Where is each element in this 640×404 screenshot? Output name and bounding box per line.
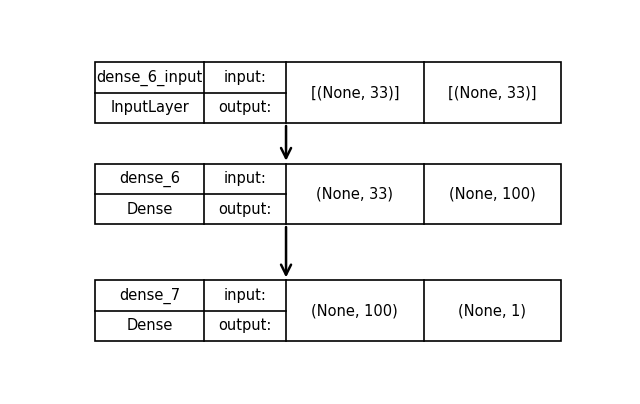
- Text: (None, 100): (None, 100): [449, 186, 536, 202]
- Text: input:: input:: [224, 70, 267, 85]
- Text: InputLayer: InputLayer: [110, 101, 189, 116]
- Text: (None, 1): (None, 1): [458, 303, 526, 318]
- Text: dense_6_input: dense_6_input: [97, 69, 203, 86]
- Text: dense_6: dense_6: [119, 170, 180, 187]
- Text: dense_7: dense_7: [119, 287, 180, 303]
- Text: output:: output:: [218, 318, 272, 333]
- Text: Dense: Dense: [127, 202, 173, 217]
- Bar: [95, 164, 561, 224]
- Text: [(None, 33)]: [(None, 33)]: [448, 85, 536, 100]
- Text: output:: output:: [218, 202, 272, 217]
- Text: output:: output:: [218, 101, 272, 116]
- Bar: [95, 63, 561, 123]
- Text: (None, 33): (None, 33): [316, 186, 394, 202]
- Text: input:: input:: [224, 171, 267, 186]
- Text: [(None, 33)]: [(None, 33)]: [310, 85, 399, 100]
- Text: (None, 100): (None, 100): [312, 303, 398, 318]
- Text: Dense: Dense: [127, 318, 173, 333]
- Text: input:: input:: [224, 288, 267, 303]
- Bar: [95, 280, 561, 341]
